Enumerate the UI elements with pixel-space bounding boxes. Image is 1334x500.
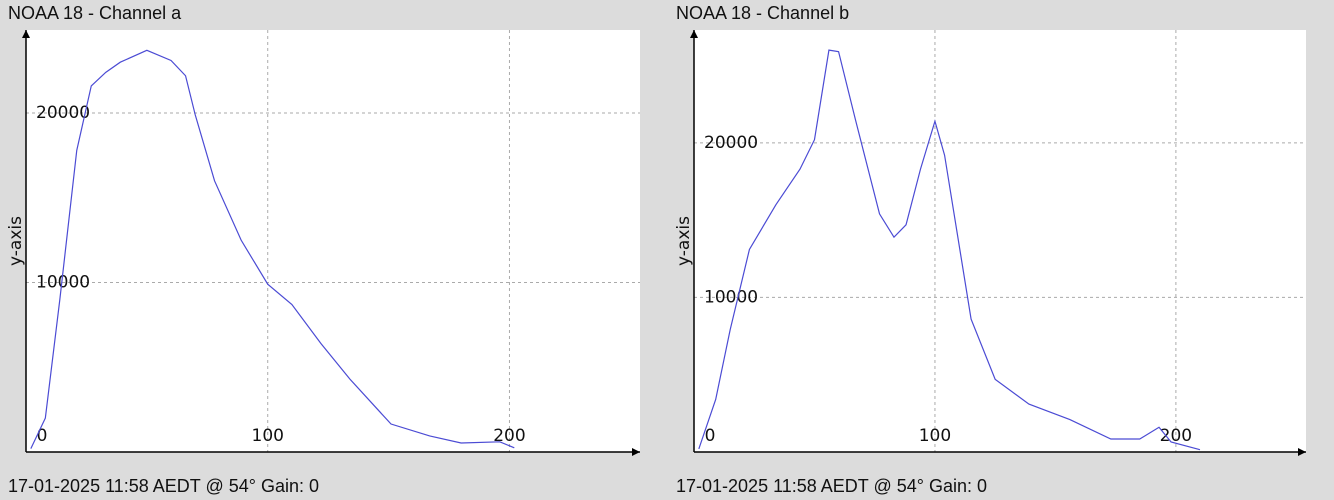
x-tick-label: 200 <box>1160 426 1192 446</box>
data-line <box>30 49 515 449</box>
x-tick-label: 100 <box>252 426 284 446</box>
y-tick-label: 10000 <box>36 273 90 293</box>
y-axis-arrow <box>690 30 698 38</box>
caption: 17-01-2025 11:58 AEDT @ 54° Gain: 0 <box>676 476 987 496</box>
x-tick-label: 0 <box>705 426 716 446</box>
x-tick-label: 0 <box>37 426 48 446</box>
caption: 17-01-2025 11:58 AEDT @ 54° Gain: 0 <box>8 476 319 496</box>
x-axis-arrow <box>632 448 640 456</box>
x-axis-arrow <box>1298 448 1306 456</box>
chart-title: NOAA 18 - Channel a <box>8 3 182 23</box>
y-axis-arrow <box>22 30 30 38</box>
y-tick-label: 20000 <box>704 133 758 153</box>
y-axis-label: y-axis <box>6 216 26 266</box>
plot-area <box>694 30 1306 452</box>
y-tick-label: 20000 <box>36 103 90 123</box>
chart-title: NOAA 18 - Channel b <box>676 3 849 23</box>
x-tick-label: 200 <box>493 426 525 446</box>
y-tick-label: 10000 <box>704 287 758 307</box>
y-axis-label: y-axis <box>674 216 694 266</box>
plot-area <box>26 30 640 452</box>
x-tick-label: 100 <box>919 426 951 446</box>
data-line <box>698 49 1201 451</box>
